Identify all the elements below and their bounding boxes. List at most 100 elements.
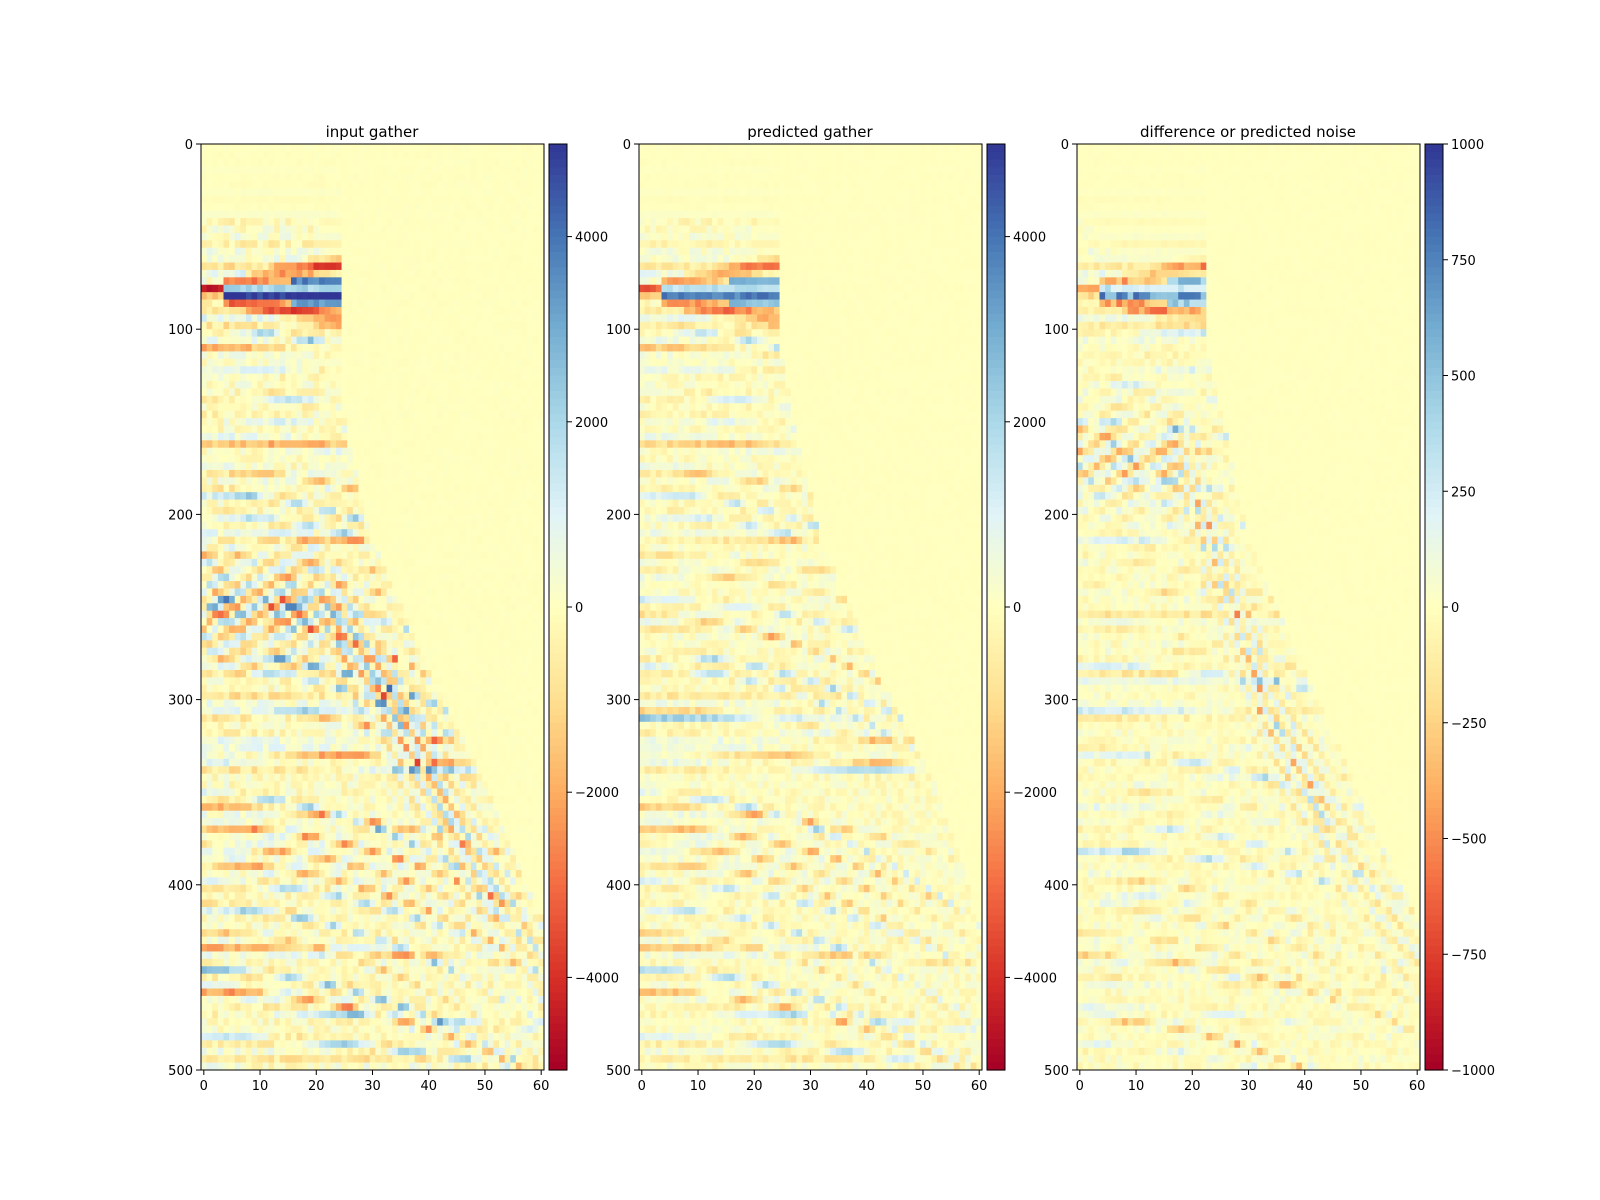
heatmap-cell — [296, 336, 303, 345]
heatmap-cell — [403, 225, 410, 234]
heatmap-cell — [476, 677, 483, 686]
heatmap-cell — [319, 158, 326, 167]
heatmap-cell — [285, 595, 292, 604]
heatmap-cell — [234, 544, 241, 552]
heatmap-cell — [493, 521, 500, 530]
heatmap-cell — [493, 358, 500, 367]
heatmap-cell — [296, 203, 303, 212]
heatmap-cell — [234, 684, 241, 693]
heatmap-cell — [375, 418, 382, 426]
heatmap-cell — [386, 240, 393, 249]
heatmap-cell — [201, 351, 208, 360]
heatmap-cell — [285, 218, 292, 226]
heatmap-cell — [369, 351, 376, 360]
heatmap-cell — [347, 618, 354, 626]
heatmap-cell — [499, 240, 506, 249]
heatmap-cell — [285, 440, 292, 449]
heatmap-cell — [493, 640, 500, 649]
heatmap-cell — [285, 336, 292, 345]
heatmap-cell — [341, 395, 348, 404]
heatmap-cell — [499, 521, 506, 530]
heatmap-cell — [313, 714, 320, 723]
heatmap-cell — [504, 655, 511, 663]
heatmap-cell — [414, 736, 421, 745]
heatmap-cell — [437, 306, 444, 315]
heatmap-cell — [532, 277, 539, 286]
heatmap-cell — [347, 425, 354, 434]
heatmap-cell — [527, 329, 534, 338]
heatmap-cell — [397, 699, 404, 708]
heatmap-cell — [409, 447, 416, 456]
heatmap-cell — [268, 336, 275, 345]
heatmap-cell — [330, 329, 337, 338]
heatmap-cell — [487, 714, 494, 723]
heatmap-cell — [324, 262, 331, 271]
heatmap-cell — [409, 521, 416, 530]
heatmap-cell — [504, 610, 511, 619]
heatmap-cell — [442, 388, 449, 397]
heatmap-cell — [420, 336, 427, 345]
heatmap-cell — [454, 269, 461, 278]
heatmap-cell — [352, 240, 359, 249]
heatmap-cell — [307, 321, 314, 330]
heatmap-cell — [403, 744, 410, 752]
heatmap-cell — [335, 425, 342, 434]
heatmap-cell — [403, 566, 410, 575]
heatmap-cell — [217, 684, 224, 693]
heatmap-cell — [319, 477, 326, 486]
heatmap-cell — [313, 521, 320, 530]
heatmap-cell — [392, 329, 399, 338]
heatmap-cell — [212, 477, 219, 486]
heatmap-cell — [448, 203, 455, 212]
heatmap-cell — [223, 247, 230, 256]
heatmap-cell — [454, 225, 461, 234]
heatmap-cell — [470, 455, 477, 463]
heatmap-cell — [504, 499, 511, 508]
heatmap-cell — [459, 499, 466, 508]
heatmap-cell — [319, 262, 326, 271]
heatmap-cell — [245, 314, 252, 323]
heatmap-cell — [251, 462, 258, 471]
heatmap-cell — [532, 447, 539, 456]
heatmap-cell — [420, 581, 427, 589]
heatmap-cell — [251, 455, 258, 463]
heatmap-cell — [414, 492, 421, 500]
heatmap-cell — [375, 173, 382, 182]
heatmap-cell — [425, 714, 432, 723]
heatmap-cell — [470, 506, 477, 515]
heatmap-cell — [459, 395, 466, 404]
heatmap-cell — [386, 625, 393, 634]
heatmap-cell — [251, 195, 258, 204]
heatmap-cell — [459, 610, 466, 619]
heatmap-cell — [212, 714, 219, 723]
heatmap-cell — [375, 536, 382, 545]
heatmap-cell — [352, 499, 359, 508]
heatmap-cell — [212, 321, 219, 330]
heatmap-cell — [527, 336, 534, 345]
heatmap-cell — [234, 707, 241, 715]
heatmap-cell — [442, 714, 449, 723]
heatmap-cell — [240, 358, 247, 367]
heatmap-cell — [352, 581, 359, 589]
heatmap-cell — [324, 314, 331, 323]
heatmap-cell — [307, 529, 314, 538]
heatmap-cell — [201, 662, 208, 671]
heatmap-cell — [420, 684, 427, 693]
heatmap-cell — [313, 677, 320, 686]
heatmap-cell — [476, 158, 483, 167]
heatmap-cell — [279, 158, 286, 167]
heatmap-cell — [268, 381, 275, 389]
heatmap-cell — [212, 336, 219, 345]
heatmap-cell — [442, 514, 449, 523]
heatmap-cell — [330, 736, 337, 745]
heatmap-cell — [347, 647, 354, 656]
heatmap-cell — [257, 714, 264, 723]
heatmap-cell — [499, 721, 506, 730]
heatmap-cell — [212, 284, 219, 293]
heatmap-cell — [251, 240, 258, 249]
heatmap-cell — [285, 358, 292, 367]
heatmap-cell — [234, 595, 241, 604]
heatmap-cell — [532, 588, 539, 597]
heatmap-cell — [470, 447, 477, 456]
heatmap-cell — [285, 314, 292, 323]
